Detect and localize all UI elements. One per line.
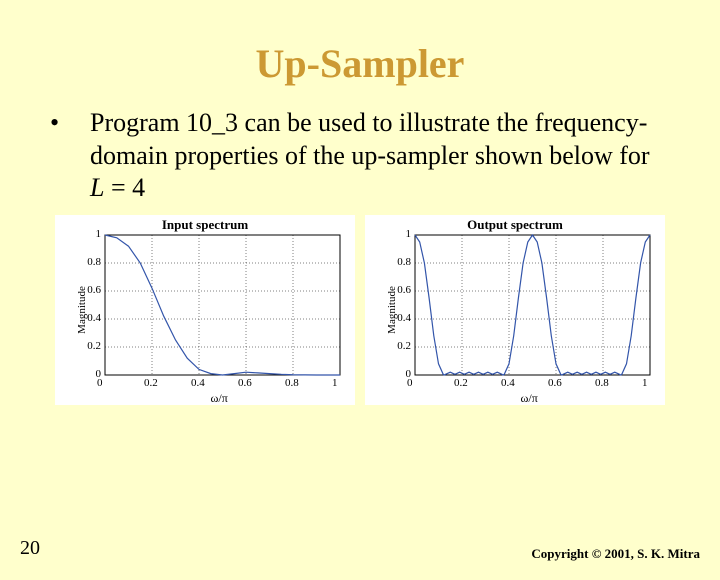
y-tick-label: 1 [406, 228, 412, 240]
y-tick-label: 0 [96, 368, 102, 380]
x-tick-label: 0.8 [285, 377, 299, 389]
y-tick-label: 0.2 [87, 340, 101, 352]
x-tick-label: 1 [642, 377, 648, 389]
bullet-container: •Program 10_3 can be used to illustrate … [70, 107, 660, 205]
y-tick-label: 0.6 [87, 284, 101, 296]
bullet-part-a: Program 10_3 can be used to illustrate t… [90, 108, 650, 170]
y-tick-label: 0.8 [87, 256, 101, 268]
input-spectrum-chart: Input spectrum00.20.40.60.8100.20.40.60.… [55, 215, 355, 405]
y-tick-label: 0.4 [87, 312, 101, 324]
bullet-italic-L: L [90, 173, 104, 202]
copyright-text: Copyright © 2001, S. K. Mitra [531, 546, 700, 562]
charts-row: Input spectrum00.20.40.60.8100.20.40.60.… [0, 215, 720, 405]
y-axis-label: Magnitude [76, 286, 88, 334]
y-tick-label: 0.6 [397, 284, 411, 296]
y-tick-label: 0.2 [397, 340, 411, 352]
x-axis-label: ω/π [521, 391, 538, 406]
y-axis-label: Magnitude [386, 286, 398, 334]
y-tick-label: 1 [96, 228, 102, 240]
y-tick-label: 0.4 [397, 312, 411, 324]
x-tick-label: 0.8 [595, 377, 609, 389]
output-spectrum-chart: Output spectrum00.20.40.60.8100.20.40.60… [365, 215, 665, 405]
x-tick-label: 0.4 [191, 377, 205, 389]
x-tick-label: 0.4 [501, 377, 515, 389]
x-tick-label: 0.6 [548, 377, 562, 389]
x-tick-label: 0.6 [238, 377, 252, 389]
bullet-dot: • [70, 107, 90, 140]
bullet-text: •Program 10_3 can be used to illustrate … [70, 107, 660, 205]
x-tick-label: 1 [332, 377, 338, 389]
x-axis-label: ω/π [211, 391, 228, 406]
y-tick-label: 0 [406, 368, 412, 380]
x-tick-label: 0.2 [454, 377, 468, 389]
y-tick-label: 0.8 [397, 256, 411, 268]
page-title: Up-Sampler [0, 40, 720, 87]
x-tick-label: 0.2 [144, 377, 158, 389]
bullet-part-c: = 4 [104, 173, 145, 202]
slide-number: 20 [20, 537, 40, 560]
